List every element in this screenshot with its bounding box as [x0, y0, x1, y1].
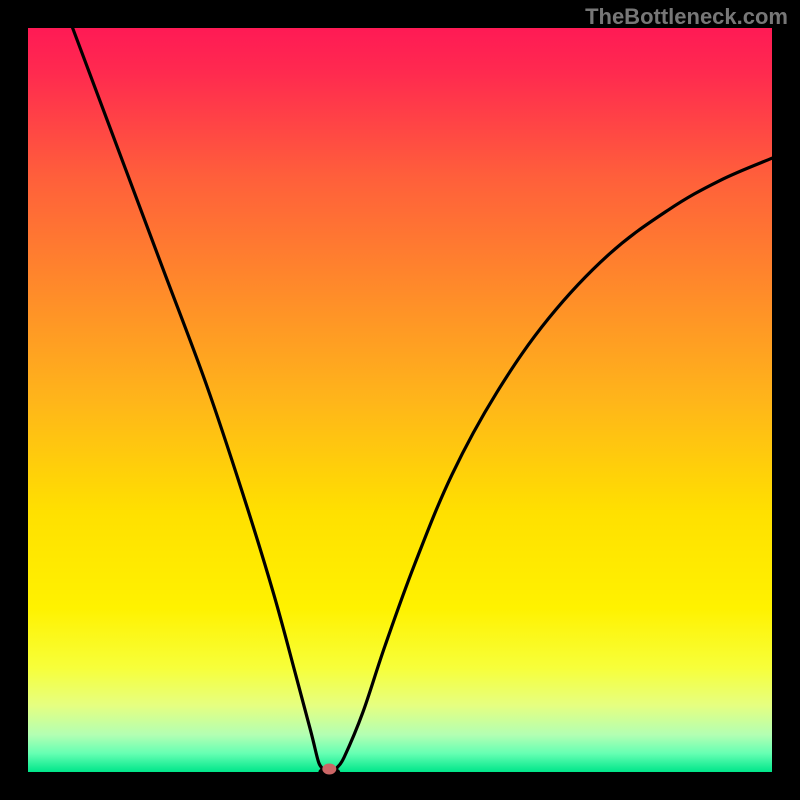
optimum-marker [322, 764, 336, 775]
watermark-text: TheBottleneck.com [585, 4, 788, 30]
plot-background-gradient [28, 28, 772, 772]
bottleneck-chart [0, 0, 800, 800]
chart-frame: TheBottleneck.com [0, 0, 800, 800]
